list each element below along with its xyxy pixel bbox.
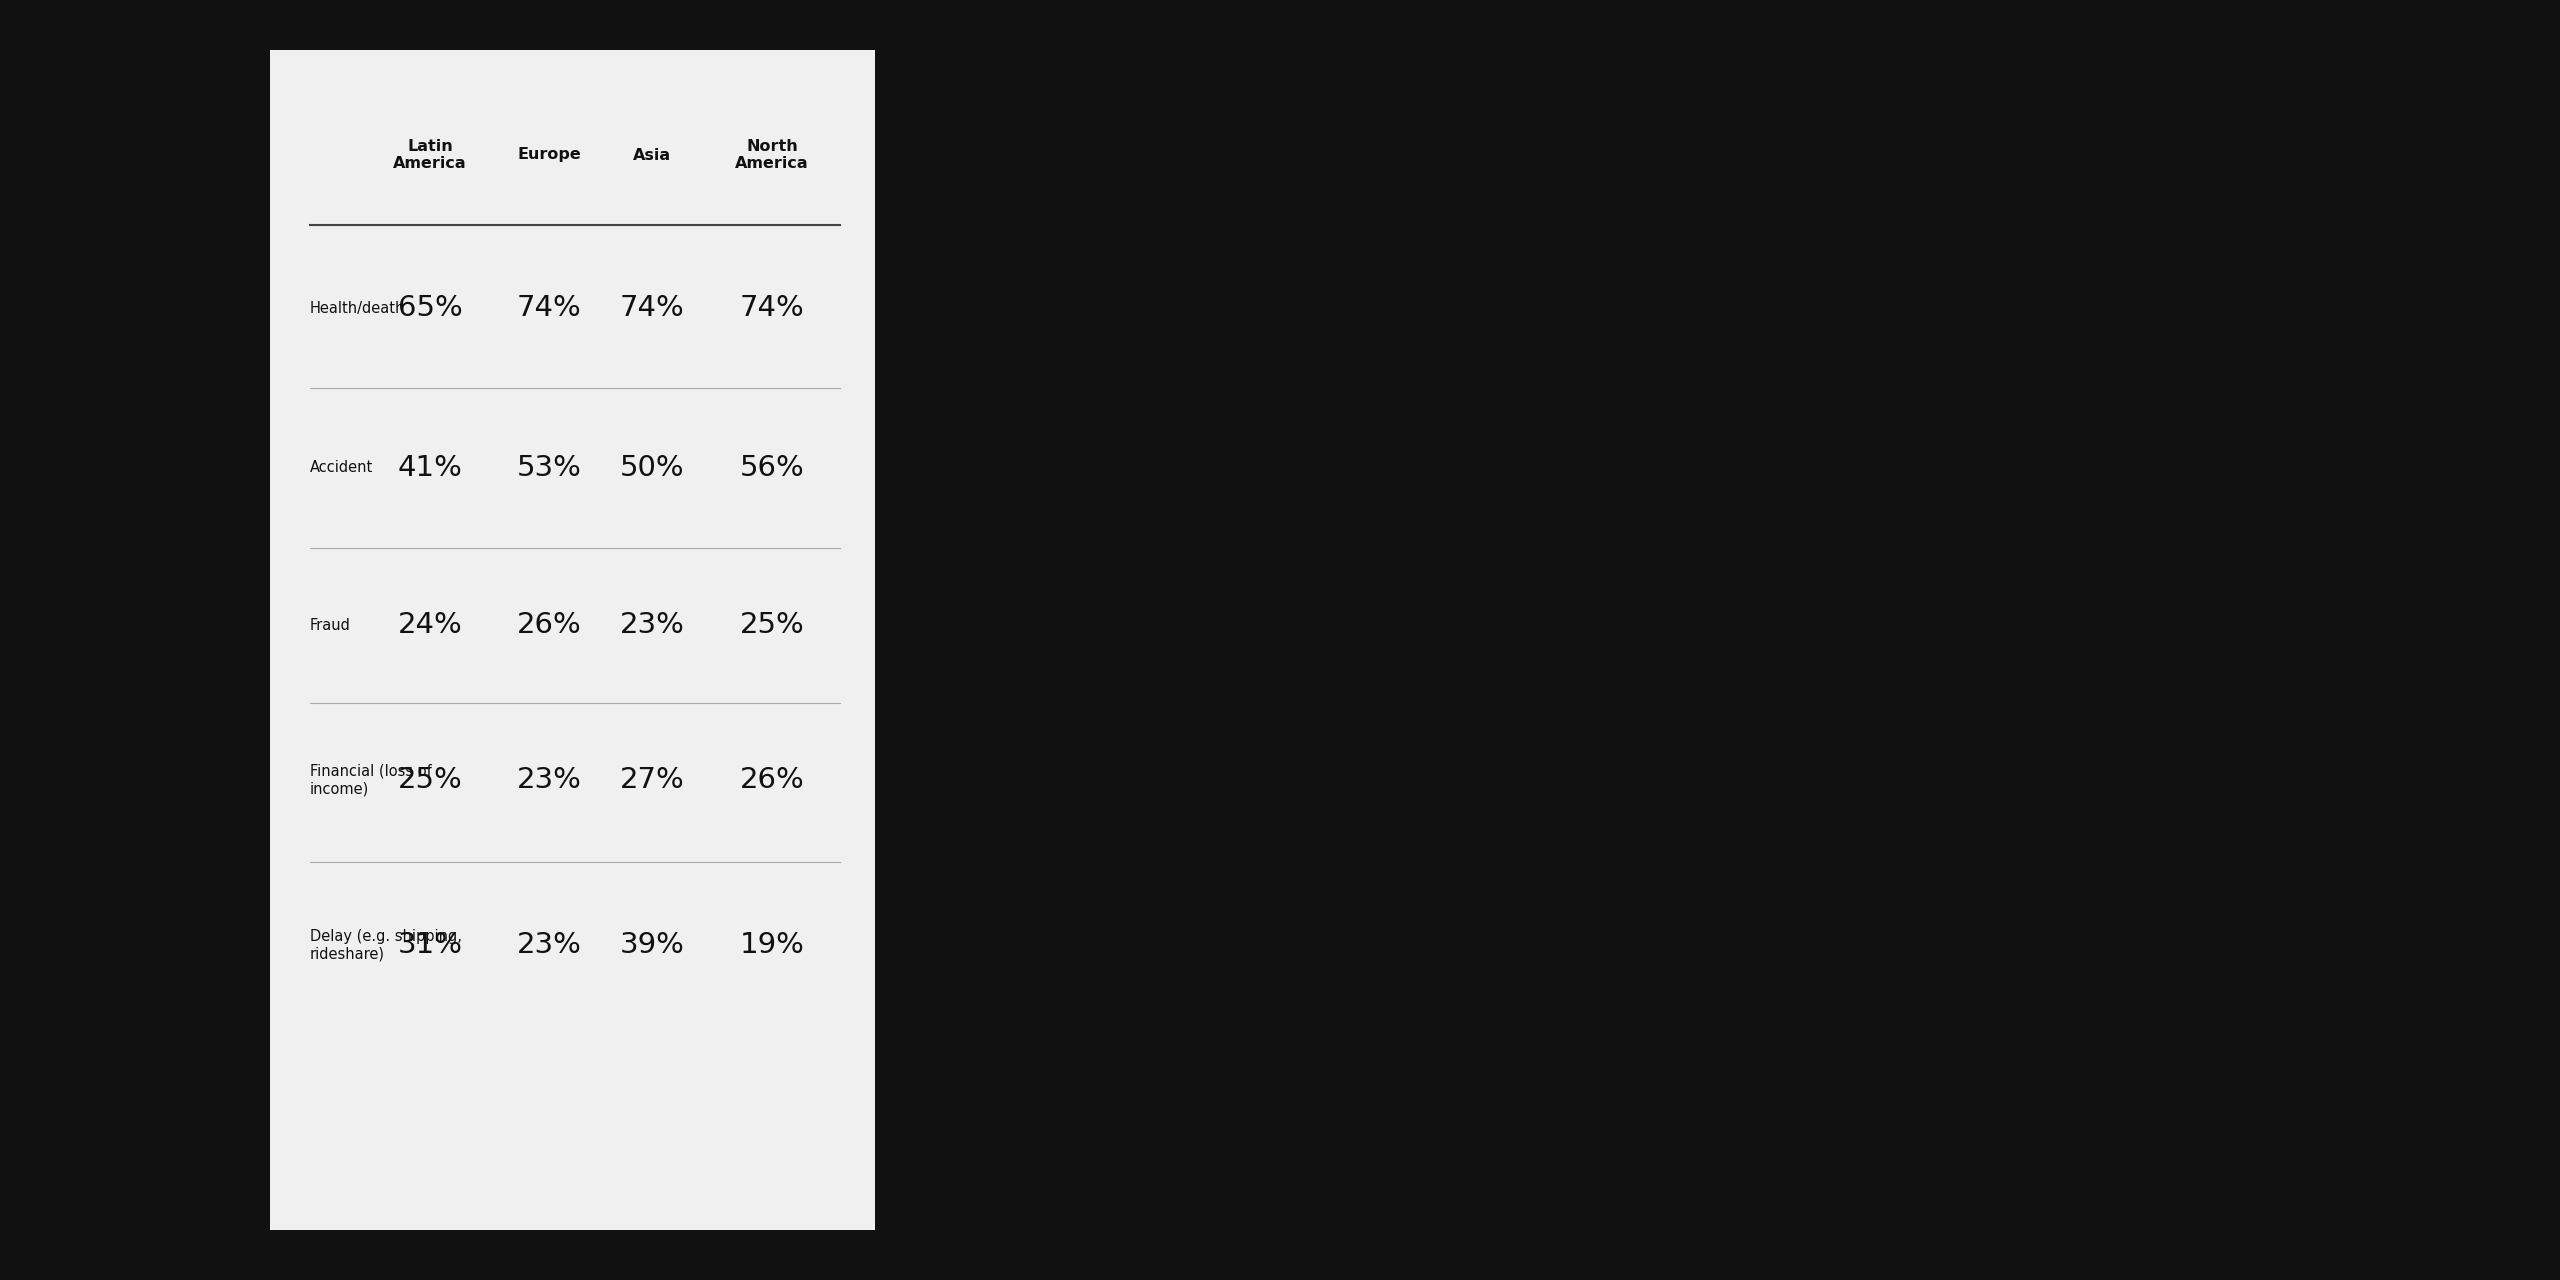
Text: 50%: 50% <box>620 454 684 483</box>
Text: Latin
America: Latin America <box>394 138 466 172</box>
Text: 25%: 25% <box>397 765 463 794</box>
Text: 23%: 23% <box>517 765 581 794</box>
Text: 26%: 26% <box>517 611 581 639</box>
Text: 23%: 23% <box>517 931 581 959</box>
Text: 27%: 27% <box>620 765 684 794</box>
Text: North
America: North America <box>735 138 809 172</box>
Text: Delay (e.g. shipping,
rideshare): Delay (e.g. shipping, rideshare) <box>310 929 461 961</box>
Text: Fraud: Fraud <box>310 617 351 632</box>
Text: 26%: 26% <box>740 765 804 794</box>
Text: 31%: 31% <box>397 931 463 959</box>
Text: 25%: 25% <box>740 611 804 639</box>
Text: 65%: 65% <box>397 294 463 323</box>
Text: 56%: 56% <box>740 454 804 483</box>
Text: 19%: 19% <box>740 931 804 959</box>
Text: 74%: 74% <box>620 294 684 323</box>
Text: Accident: Accident <box>310 461 374 475</box>
Text: Financial (loss of
income): Financial (loss of income) <box>310 764 433 796</box>
Text: 74%: 74% <box>517 294 581 323</box>
Text: 39%: 39% <box>620 931 684 959</box>
Text: 41%: 41% <box>397 454 463 483</box>
Text: 53%: 53% <box>517 454 581 483</box>
Text: Asia: Asia <box>632 147 671 163</box>
Text: Health/death: Health/death <box>310 301 404 315</box>
Text: Europe: Europe <box>517 147 581 163</box>
Text: 74%: 74% <box>740 294 804 323</box>
Text: 23%: 23% <box>620 611 684 639</box>
Text: 24%: 24% <box>397 611 463 639</box>
